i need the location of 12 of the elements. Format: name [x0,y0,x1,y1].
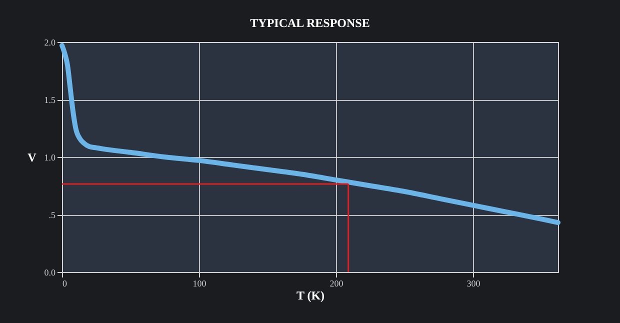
y-tick-label: 0.0 [44,268,56,278]
x-tick-label: 100 [192,278,207,288]
y-tick-label: .5 [48,210,56,220]
y-tick-label: 2.0 [44,38,56,48]
x-tick-label: 0 [62,278,68,288]
y-tick-label: 1.5 [44,95,56,105]
x-axis-title: T (K) [296,288,325,302]
x-tick-label: 300 [466,278,481,288]
x-tick-label: 200 [330,278,344,288]
y-tick-label: 1.0 [44,152,56,162]
chart-title: TYPICAL RESPONSE [250,16,370,30]
y-axis-title: V [28,150,37,164]
